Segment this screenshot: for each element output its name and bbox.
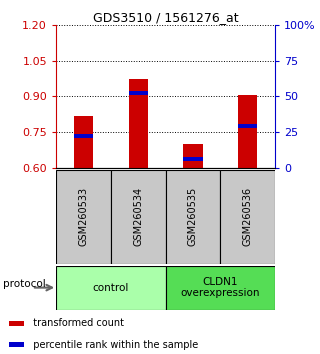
- Bar: [183, 144, 203, 168]
- Text: transformed count: transformed count: [27, 318, 124, 329]
- Text: GSM260536: GSM260536: [243, 187, 253, 246]
- Bar: [129, 79, 148, 168]
- Text: control: control: [92, 282, 129, 293]
- Bar: [56, 170, 111, 264]
- Bar: [74, 134, 93, 138]
- Bar: [166, 170, 220, 264]
- Bar: [10, 321, 24, 326]
- Title: GDS3510 / 1561276_at: GDS3510 / 1561276_at: [93, 11, 238, 24]
- Text: GSM260535: GSM260535: [188, 187, 198, 246]
- Bar: [56, 266, 166, 310]
- Bar: [220, 170, 275, 264]
- Text: CLDN1
overexpression: CLDN1 overexpression: [181, 277, 260, 298]
- Bar: [183, 157, 203, 161]
- Bar: [111, 170, 166, 264]
- Bar: [238, 124, 257, 128]
- Text: GSM260533: GSM260533: [78, 187, 88, 246]
- Bar: [74, 115, 93, 168]
- Text: GSM260534: GSM260534: [133, 187, 143, 246]
- Bar: [10, 342, 24, 347]
- Bar: [166, 266, 275, 310]
- Bar: [129, 91, 148, 95]
- Text: percentile rank within the sample: percentile rank within the sample: [27, 339, 198, 350]
- Bar: [238, 95, 257, 168]
- Text: protocol: protocol: [3, 279, 46, 289]
